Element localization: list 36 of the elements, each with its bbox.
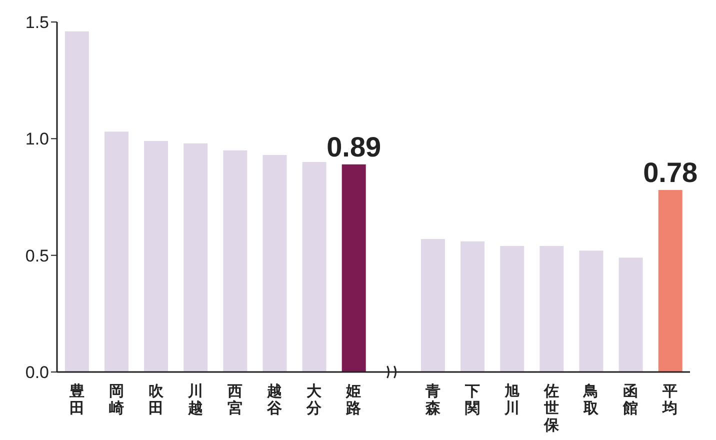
y-tick-label: 1.5	[25, 13, 49, 32]
data-label: 0.89	[326, 131, 382, 162]
y-tick-label: 0.0	[25, 363, 49, 382]
x-tick-label: 川越	[186, 382, 203, 417]
x-tick-label: 函館	[622, 382, 638, 417]
bar	[184, 143, 208, 372]
x-tick-label: 下関	[464, 382, 480, 417]
x-tick-label: 平均	[662, 382, 678, 417]
x-tick-label: 西宮	[226, 382, 243, 417]
bar	[104, 132, 128, 372]
x-tick-label: 岡崎	[108, 382, 124, 417]
x-tick-label: 鳥取	[582, 382, 600, 417]
x-tick-label: 大分	[306, 382, 323, 417]
bar	[618, 258, 643, 372]
bar	[64, 31, 89, 372]
bar	[302, 162, 326, 372]
bar	[658, 190, 682, 372]
bar	[262, 155, 287, 372]
x-tick-label: 吹田	[148, 382, 164, 417]
x-tick-label: 豊田	[68, 382, 84, 417]
bar	[420, 239, 445, 372]
x-tick-label: 姫路	[345, 382, 362, 417]
bar	[540, 246, 564, 372]
x-tick-label: 青森	[424, 382, 442, 417]
bar	[460, 241, 485, 372]
data-label: 0.78	[643, 157, 698, 188]
y-tick-label: 0.5	[25, 246, 49, 266]
bar	[223, 150, 248, 372]
x-tick-label: 越谷	[266, 382, 284, 417]
bar	[144, 141, 168, 372]
bar	[342, 164, 366, 372]
bar	[500, 246, 524, 372]
bar	[579, 250, 604, 372]
x-tick-label: 旭川	[503, 382, 520, 417]
x-tick-label: 佐世保	[543, 382, 560, 434]
y-tick-label: 1.0	[25, 130, 49, 149]
